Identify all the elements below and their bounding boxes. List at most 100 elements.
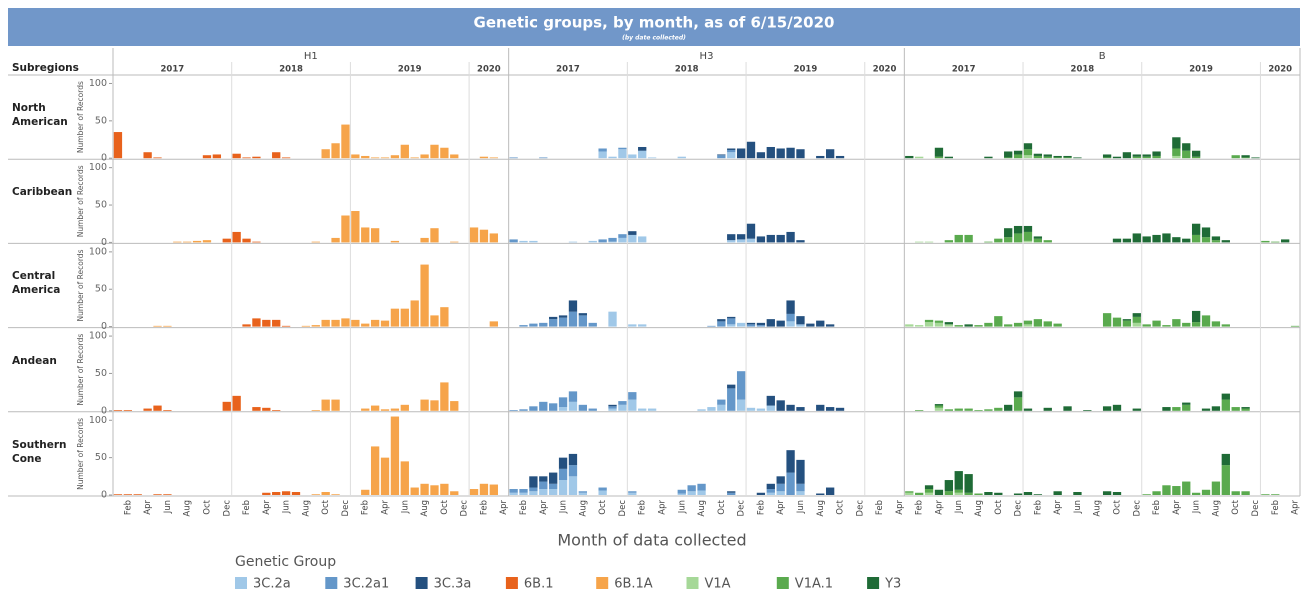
bar <box>311 325 320 327</box>
bar <box>242 238 251 243</box>
bar <box>786 404 795 411</box>
bar <box>578 492 588 495</box>
year-label: 2017 <box>952 65 976 75</box>
bar <box>1013 391 1023 398</box>
bar <box>420 399 429 411</box>
bar <box>776 483 785 492</box>
bar <box>1023 320 1033 325</box>
bar <box>1004 151 1013 158</box>
legend-swatch <box>415 577 428 589</box>
x-tick-label: Apr <box>262 500 272 515</box>
y-axis-title: Number of Records <box>76 81 85 153</box>
bar <box>143 152 152 159</box>
bar <box>944 324 954 327</box>
bar <box>361 408 370 411</box>
y-tick-label: 0 <box>101 321 107 332</box>
bar <box>974 493 983 495</box>
bar <box>776 320 785 327</box>
bar <box>934 405 944 408</box>
legend-swatch <box>596 577 609 589</box>
bar <box>192 240 202 243</box>
bar <box>628 154 637 159</box>
bar <box>628 491 637 493</box>
x-tick-label: Aug <box>578 500 588 517</box>
x-tick-label: Apr <box>895 500 905 515</box>
legend-swatch <box>867 577 880 589</box>
bar <box>1152 491 1161 495</box>
legend-swatch <box>325 577 338 589</box>
bar <box>1102 406 1112 411</box>
bar <box>351 154 360 159</box>
bar <box>677 489 686 494</box>
bar <box>1132 322 1141 327</box>
region-label: North American <box>12 102 68 128</box>
x-tick-label: Dec <box>1014 500 1024 517</box>
bar <box>489 321 498 327</box>
bar <box>816 320 825 327</box>
bar <box>539 401 548 411</box>
bar <box>1023 143 1033 150</box>
bar <box>618 234 627 238</box>
bar <box>1271 241 1280 243</box>
legend-swatch <box>776 577 789 589</box>
bar <box>351 319 360 327</box>
bar <box>608 237 617 242</box>
bar <box>736 234 746 240</box>
bar <box>539 481 548 490</box>
bar <box>509 489 518 493</box>
bar <box>934 147 944 157</box>
bar <box>796 240 805 243</box>
x-tick-label: Aug <box>301 500 311 517</box>
bar <box>1261 494 1270 495</box>
bar <box>558 315 568 318</box>
bar <box>835 155 845 159</box>
bar <box>638 150 647 159</box>
bar <box>598 151 607 159</box>
bar <box>736 322 746 327</box>
bar <box>1201 489 1211 495</box>
year-label: 2019 <box>398 65 422 75</box>
bar <box>558 407 568 411</box>
column-label: H3 <box>700 51 714 62</box>
bar <box>934 489 944 495</box>
bar <box>628 234 637 243</box>
bar <box>736 148 746 159</box>
bar <box>994 492 1003 495</box>
bar <box>509 239 518 243</box>
y-axis-title: Number of Records <box>76 334 85 406</box>
legend-label: 6B.1A <box>614 577 653 592</box>
legend-label: 3C.3a <box>434 577 472 592</box>
bar <box>568 465 578 477</box>
bar <box>1122 320 1132 327</box>
bar <box>1271 494 1280 495</box>
bar <box>370 228 380 243</box>
bar <box>786 231 795 243</box>
region-label: Southern Cone <box>12 438 67 465</box>
bar <box>1182 238 1191 243</box>
bar <box>400 404 409 411</box>
x-tick-label: Feb <box>915 500 925 515</box>
bar <box>1241 155 1250 158</box>
bar <box>1033 319 1043 327</box>
bar <box>964 474 973 493</box>
bar <box>984 409 993 411</box>
bar <box>825 407 835 411</box>
bar <box>736 239 746 243</box>
bar <box>1251 157 1260 159</box>
bar <box>420 237 429 243</box>
year-label: 2018 <box>1071 65 1095 75</box>
x-tick-label: Jun <box>282 500 292 514</box>
bar <box>202 155 212 159</box>
x-tick-label: Apr <box>776 500 786 515</box>
x-tick-label: Jun <box>954 500 964 514</box>
legend-label: Y3 <box>884 577 901 592</box>
bar <box>133 494 142 495</box>
x-tick-label: Jun <box>1073 500 1083 514</box>
bar <box>727 234 736 241</box>
bar <box>618 149 627 159</box>
bar <box>252 241 261 243</box>
year-label: 2018 <box>675 65 699 75</box>
bar <box>1221 453 1230 466</box>
bar <box>311 494 320 495</box>
x-tick-label: Dec <box>855 500 865 517</box>
